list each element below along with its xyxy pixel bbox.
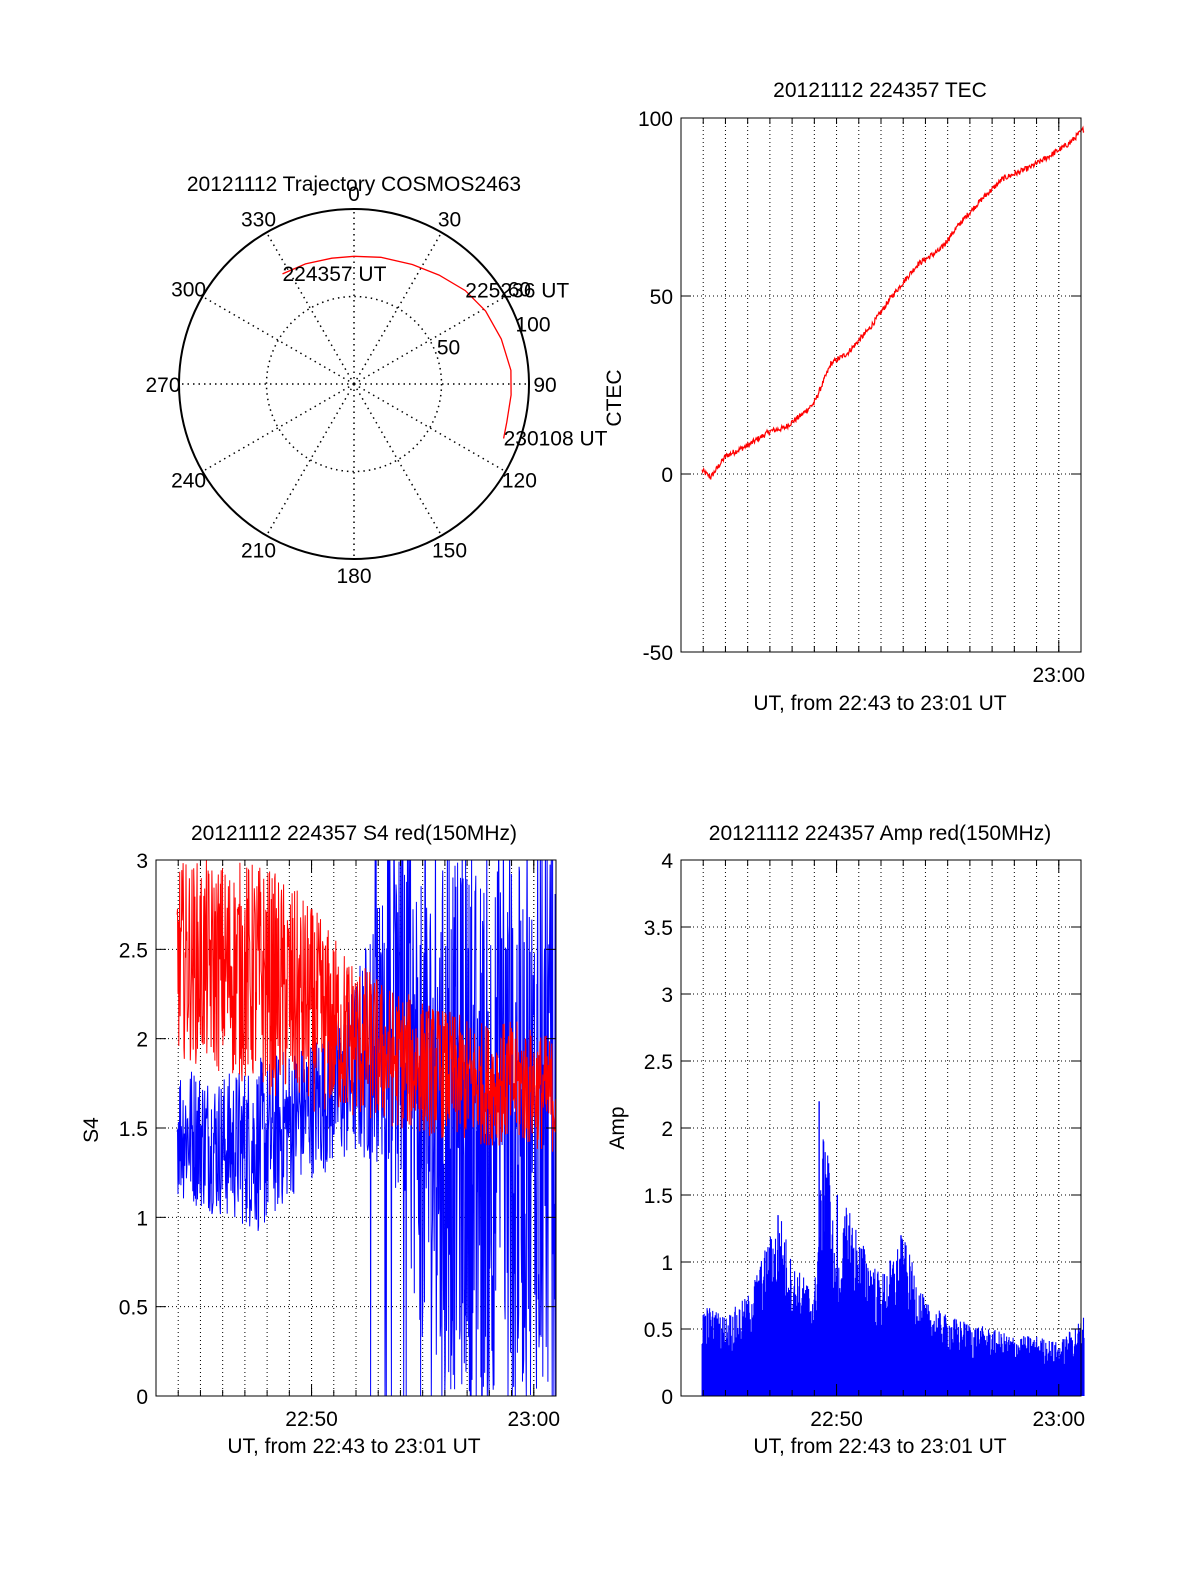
trajectory-polar-chart: 20121112 Trajectory COSMOS2463 0 30 60 90 12… <box>145 173 607 588</box>
polar-grid <box>178 208 530 560</box>
y-tick-label: 4 <box>661 850 673 873</box>
amp-base-fill <box>702 1366 1084 1396</box>
y-tick-label: 1 <box>136 1207 148 1230</box>
y-tick-label: 1.5 <box>644 1185 673 1208</box>
y-tick-label: 0 <box>661 464 673 487</box>
s4-red-line <box>176 860 556 1152</box>
polar-azimuth-tick-label: 150 <box>432 539 467 562</box>
y-tick-label: 2.5 <box>119 939 148 962</box>
amp-xlabel: UT, from 22:43 to 23:01 UT <box>753 1435 1006 1458</box>
y-tick-label: 2.5 <box>644 1051 673 1074</box>
amp-series <box>701 1101 1085 1396</box>
polar-trajectory-line <box>282 255 512 439</box>
amp-grid <box>681 860 1081 1396</box>
y-tick-label: 0 <box>136 1386 148 1409</box>
tec-grid <box>681 118 1081 652</box>
polar-azimuth-tick-label: 90 <box>533 374 556 397</box>
s4-chart: 20121112 224357 S4 red(150MHz) UT, from … <box>80 822 560 1458</box>
s4-xlabel: UT, from 22:43 to 23:01 UT <box>227 1435 480 1458</box>
y-tick-label: 3.5 <box>644 917 673 940</box>
polar-azimuth-tick-label: 60 <box>508 279 531 302</box>
polar-azimuth-tick-label: 0 <box>348 183 360 206</box>
y-tick-label: 1.5 <box>119 1118 148 1141</box>
trajectory-title: 20121112 Trajectory COSMOS2463 <box>187 173 521 196</box>
y-tick-label: 50 <box>650 286 673 309</box>
s4-series <box>176 860 556 1396</box>
y-tick-label: 2 <box>661 1118 673 1141</box>
polar-time-annotation: 230108 UT <box>504 428 608 451</box>
x-tick-label: 22:50 <box>810 1408 863 1431</box>
polar-azimuth-tick-label: 180 <box>336 565 371 588</box>
tec-xlabel: UT, from 22:43 to 23:01 UT <box>753 692 1006 715</box>
amp-x-ticks: 22:50 23:00 <box>702 860 1085 1431</box>
y-tick-label: 0 <box>661 1386 673 1409</box>
amp-y-ticks: 0 0.5 1 1.5 2 2.5 3 3.5 4 <box>644 850 1081 1409</box>
x-tick-label: 23:00 <box>507 1408 560 1431</box>
y-tick-label: -50 <box>643 642 673 665</box>
polar-trajectory-series <box>282 255 512 439</box>
polar-annotations: 224357 UT 225236 UT 230108 UT <box>283 263 608 451</box>
amp-title: 20121112 224357 Amp red(150MHz) <box>709 822 1051 845</box>
x-tick-label: 23:00 <box>1032 1408 1085 1431</box>
amp-chart: 20121112 224357 Amp red(150MHz) UT, from… <box>606 822 1085 1458</box>
y-tick-label: 3 <box>661 984 673 1007</box>
polar-azimuth-ticks: 0 30 60 90 120 150 180 210 240 270 300 330 <box>145 183 556 588</box>
amp-frame <box>680 859 1082 1397</box>
tec-chart: 20121112 224357 TEC UT, from 22:43 to 23… <box>603 79 1085 715</box>
polar-radial-ticks: 50 100 <box>437 314 551 360</box>
polar-radial-tick-label: 50 <box>437 336 460 359</box>
y-tick-label: 0.5 <box>119 1297 148 1320</box>
amp-ylabel: Amp <box>606 1106 629 1149</box>
y-tick-label: 100 <box>638 108 673 131</box>
tec-title: 20121112 224357 TEC <box>773 79 987 102</box>
polar-radial-tick-label: 100 <box>515 314 550 337</box>
polar-outer-circle <box>178 208 530 560</box>
polar-azimuth-tick-label: 30 <box>438 209 461 232</box>
polar-azimuth-tick-label: 120 <box>502 470 537 493</box>
x-tick-label: 23:00 <box>1032 664 1085 687</box>
polar-time-annotation: 224357 UT <box>283 263 387 286</box>
polar-azimuth-tick-label: 210 <box>241 539 276 562</box>
y-tick-label: 2 <box>136 1029 148 1052</box>
y-tick-label: 1 <box>661 1252 673 1275</box>
polar-azimuth-tick-label: 240 <box>171 470 206 493</box>
polar-grid-circle <box>265 295 443 473</box>
polar-time-annotation: 225236 UT <box>465 280 569 303</box>
s4-frame <box>155 859 557 1397</box>
x-tick-label: 22:50 <box>285 1408 338 1431</box>
y-tick-label: 3 <box>136 850 148 873</box>
tec-x-ticks: 23:00 <box>702 118 1085 687</box>
y-tick-label: 0.5 <box>644 1319 673 1342</box>
tec-frame <box>680 117 1082 653</box>
s4-ylabel: S4 <box>80 1117 103 1143</box>
polar-azimuth-tick-label: 330 <box>241 209 276 232</box>
polar-azimuth-tick-label: 270 <box>145 374 180 397</box>
tec-series <box>701 125 1085 480</box>
s4-title: 20121112 224357 S4 red(150MHz) <box>191 822 517 845</box>
tec-line <box>701 125 1085 480</box>
tec-ylabel: CTEC <box>603 369 626 426</box>
s4-blue-line <box>176 860 556 1396</box>
s4-x-ticks: 22:50 23:00 <box>177 860 560 1431</box>
polar-azimuth-tick-label: 300 <box>171 279 206 302</box>
